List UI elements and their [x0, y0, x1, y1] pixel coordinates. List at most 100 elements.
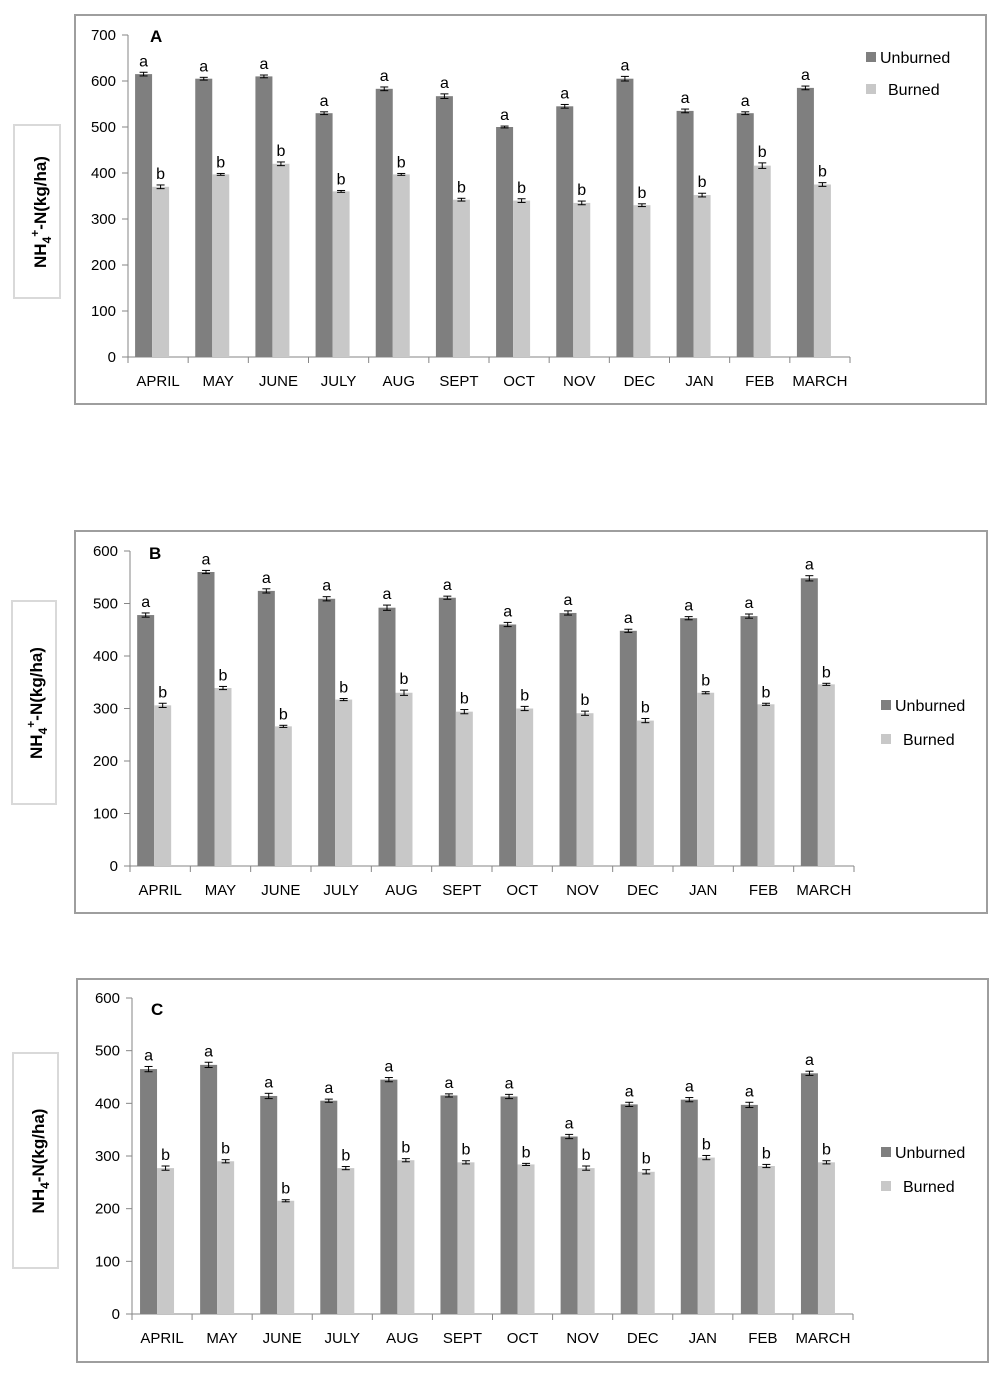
bar-burned	[337, 1168, 355, 1314]
x-tick-label: FEB	[749, 882, 778, 899]
x-tick-label: JUNE	[263, 1330, 302, 1347]
bar-burned	[757, 1166, 775, 1314]
significance-letter: b	[822, 1142, 831, 1159]
legend-label-unburned: Unburned	[880, 50, 950, 67]
x-tick-label: NOV	[566, 1330, 599, 1347]
y-axis-label-b-sub: 4	[36, 727, 50, 734]
significance-letter: a	[259, 56, 268, 73]
bar-burned	[452, 199, 470, 357]
bar-unburned	[559, 612, 577, 866]
x-tick-label: AUG	[382, 373, 415, 390]
y-axis-label-c-rest: -N(kg/ha)	[29, 1109, 48, 1183]
bar-unburned	[315, 113, 333, 357]
significance-letter: b	[822, 664, 831, 681]
y-axis-label-a: NH4+-N(kg/ha)	[28, 156, 54, 268]
significance-letter: a	[202, 551, 211, 568]
significance-letter: a	[805, 1052, 814, 1069]
x-tick-label: JULY	[321, 373, 357, 390]
significance-letter: a	[503, 603, 512, 620]
y-tick-label: 600	[93, 543, 118, 560]
significance-letter: b	[758, 144, 767, 161]
x-tick-label: NOV	[566, 882, 599, 899]
bar-burned	[633, 205, 651, 357]
y-axis-label-c-base: NH	[29, 1189, 48, 1214]
legend-label-burned: Burned	[888, 82, 940, 99]
significance-letter: a	[141, 594, 150, 611]
x-tick-label: DEC	[627, 1330, 659, 1347]
significance-letter: b	[637, 185, 646, 202]
significance-letter: b	[216, 154, 225, 171]
significance-letter: b	[701, 673, 710, 690]
y-tick-label: 700	[91, 27, 116, 44]
x-tick-label: MAY	[205, 882, 236, 899]
bar-unburned	[195, 78, 213, 357]
bar-unburned	[680, 618, 698, 866]
bar-unburned	[318, 598, 336, 866]
bar-burned	[157, 1168, 175, 1314]
bar-unburned	[200, 1064, 218, 1314]
svg-text:NH4+-N(kg/ha): NH4+-N(kg/ha)	[24, 647, 50, 759]
significance-letter: b	[762, 684, 771, 701]
y-tick-label: 0	[110, 858, 118, 875]
y-tick-label: 200	[95, 1201, 120, 1218]
panel-label: C	[151, 1000, 163, 1019]
bar-unburned	[800, 1073, 818, 1314]
bar-burned	[217, 1161, 235, 1314]
significance-letter: b	[341, 1148, 350, 1165]
bar-unburned	[438, 597, 456, 866]
legend-label-burned: Burned	[903, 1179, 955, 1196]
y-axis-label-a-rest: -N(kg/ha)	[31, 156, 50, 230]
significance-letter: b	[281, 1181, 290, 1198]
significance-letter: b	[762, 1145, 771, 1162]
significance-letter: b	[158, 684, 167, 701]
significance-letter: a	[324, 1080, 333, 1097]
significance-letter: a	[801, 67, 810, 84]
bar-unburned	[140, 1069, 158, 1314]
significance-letter: a	[380, 68, 389, 85]
y-axis-label-b-sup: +	[24, 721, 38, 728]
significance-letter: b	[698, 174, 707, 191]
significance-letter: a	[745, 595, 754, 612]
x-tick-label: MAY	[206, 1330, 237, 1347]
significance-letter: b	[397, 154, 406, 171]
bar-unburned	[135, 74, 153, 357]
x-tick-label: JAN	[689, 1330, 717, 1347]
y-tick-label: 200	[91, 257, 116, 274]
x-tick-label: DEC	[627, 882, 659, 899]
legend-swatch-burned	[866, 84, 876, 94]
y-tick-label: 100	[91, 303, 116, 320]
bar-burned	[517, 1164, 535, 1314]
legend-swatch-burned	[881, 734, 891, 744]
y-tick-label: 400	[95, 1095, 120, 1112]
significance-letter: b	[401, 1140, 410, 1157]
x-tick-label: JAN	[685, 373, 713, 390]
bar-burned	[813, 184, 831, 357]
significance-letter: b	[641, 699, 650, 716]
x-tick-label: FEB	[745, 373, 774, 390]
x-tick-label: MARCH	[792, 373, 847, 390]
bar-burned	[757, 704, 775, 866]
bar-burned	[397, 1160, 415, 1314]
significance-letter: a	[443, 577, 452, 594]
y-axis-label-b-rest: -N(kg/ha)	[27, 647, 46, 721]
bar-burned	[457, 1162, 475, 1314]
significance-letter: b	[818, 164, 827, 181]
significance-letter: a	[564, 592, 573, 609]
bar-burned	[395, 692, 413, 866]
bar-unburned	[499, 624, 517, 866]
y-axis-label-a-sup: +	[28, 230, 42, 237]
significance-letter: b	[400, 671, 409, 688]
bar-unburned	[740, 1104, 758, 1314]
bar-unburned	[255, 76, 273, 358]
bar-unburned	[500, 1096, 518, 1314]
y-axis-label-c-sub: 4	[38, 1182, 52, 1189]
significance-letter: a	[383, 586, 392, 603]
x-tick-label: JAN	[689, 882, 717, 899]
bar-unburned	[796, 87, 814, 358]
y-tick-label: 0	[108, 349, 116, 366]
bar-burned	[335, 699, 353, 866]
significance-letter: a	[505, 1075, 514, 1092]
bar-unburned	[680, 1099, 698, 1314]
